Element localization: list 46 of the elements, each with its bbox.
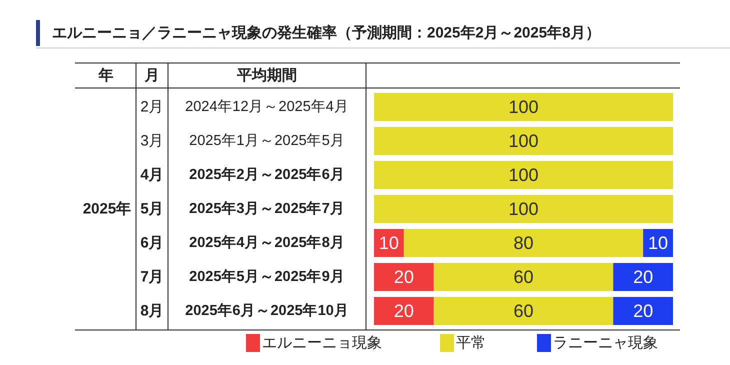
text: 年	[98, 67, 114, 84]
bar	[613, 263, 673, 291]
data-label: 20	[394, 267, 414, 287]
data-label: 10	[648, 233, 668, 253]
y-tick-label: 5月	[140, 200, 164, 218]
bar	[613, 297, 673, 325]
y-tick-label: 8月	[140, 302, 164, 320]
y-tick-label: 3月	[140, 132, 164, 150]
bar	[374, 127, 673, 155]
text: 2025年5月～2025年9月	[189, 268, 345, 285]
y-tick-label: 4月	[140, 166, 164, 184]
legend-label: エルニーニョ現象	[262, 334, 382, 352]
chart-title: エルニーニョ／ラニーニャ現象の発生確率（予測期間：2025年2月～2025年8月）	[52, 24, 600, 42]
data-label: 20	[633, 267, 654, 287]
bar	[374, 297, 434, 325]
data-label: 60	[513, 301, 534, 321]
y-tick-label: 7月	[140, 268, 164, 286]
bar	[374, 93, 673, 121]
bar	[434, 263, 614, 291]
data-label: 100	[508, 199, 539, 219]
data-label: 80	[513, 233, 534, 253]
data-label: 100	[508, 97, 539, 117]
text: 2024年12月～2025年4月	[185, 98, 349, 115]
text: 2025年6月～2025年10月	[185, 302, 349, 319]
legend-label: ラニーニャ現象	[553, 334, 658, 352]
bar	[404, 229, 644, 257]
text: 2025年	[82, 200, 132, 218]
bar	[434, 297, 614, 325]
data-label: 60	[513, 267, 534, 287]
bar	[374, 195, 673, 223]
y-tick-label: 6月	[140, 234, 164, 252]
data-label: 100	[508, 165, 539, 185]
legend-label: 平常	[456, 334, 486, 352]
text: 2025年1月～2025年5月	[189, 132, 345, 149]
text: 2025年2月～2025年6月	[189, 166, 345, 183]
bar	[374, 263, 434, 291]
y-tick-label: 2月	[140, 98, 164, 116]
data-label: 100	[508, 131, 539, 151]
data-label: 10	[378, 233, 399, 253]
text: 平均期間	[236, 67, 297, 84]
text: 2025年3月～2025年7月	[189, 200, 345, 217]
text: 2025年4月～2025年8月	[189, 234, 345, 251]
text: 月	[144, 67, 160, 84]
data-label: 20	[633, 301, 654, 321]
data-label: 20	[394, 301, 414, 321]
bar	[374, 161, 673, 189]
